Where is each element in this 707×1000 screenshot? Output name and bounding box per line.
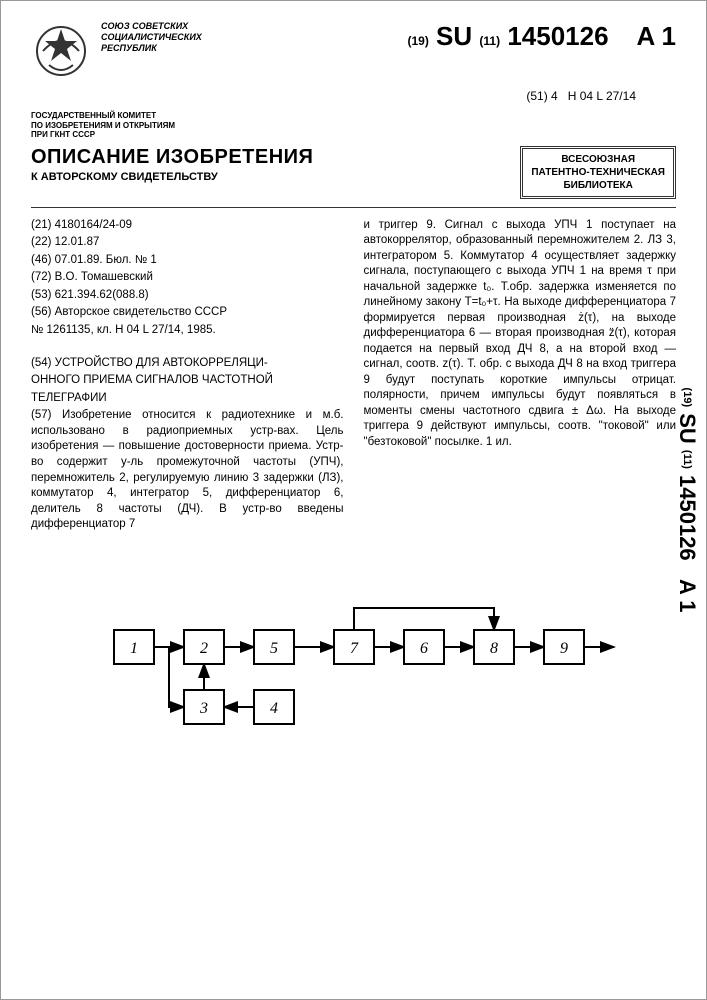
abstract-right: и триггер 9. Сигнал с выхода УПЧ 1 посту… bbox=[364, 218, 677, 451]
stamp-line1: ВСЕСОЮЗНАЯ bbox=[531, 153, 665, 166]
svg-text:5: 5 bbox=[270, 640, 278, 657]
title-row: ОПИСАНИЕ ИЗОБРЕТЕНИЯ К АВТОРСКОМУ СВИДЕТ… bbox=[31, 146, 676, 208]
left-column: (21) 4180164/24-09 (22) 12.01.87 (46) 07… bbox=[31, 218, 344, 535]
text-columns: (21) 4180164/24-09 (22) 12.01.87 (46) 07… bbox=[31, 218, 676, 535]
stamp-line2: ПАТЕНТНО-ТЕХНИЧЕСКАЯ bbox=[531, 166, 665, 179]
committee-line3: ПРИ ГКНТ СССР bbox=[31, 130, 676, 140]
pub-prefix: (19) bbox=[407, 34, 428, 48]
pub-11: (11) bbox=[479, 34, 500, 48]
side-num: 1450126 bbox=[675, 475, 700, 561]
svg-text:2: 2 bbox=[200, 640, 208, 657]
field-56a: (56) Авторское свидетельство СССР bbox=[31, 305, 344, 321]
union-line1: СОЮЗ СОВЕТСКИХ bbox=[101, 21, 231, 32]
sub-title: К АВТОРСКОМУ СВИДЕТЕЛЬСТВУ bbox=[31, 171, 313, 183]
header-row: СОЮЗ СОВЕТСКИХ СОЦИАЛИСТИЧЕСКИХ РЕСПУБЛИ… bbox=[31, 21, 676, 81]
field-21: (21) 4180164/24-09 bbox=[31, 218, 344, 234]
patent-page: СОЮЗ СОВЕТСКИХ СОЦИАЛИСТИЧЕСКИХ РЕСПУБЛИ… bbox=[0, 0, 707, 1000]
side-su: SU bbox=[675, 413, 700, 444]
svg-text:4: 4 bbox=[270, 700, 278, 717]
abstract-left: (57) Изобретение относится к радиотехник… bbox=[31, 408, 344, 532]
title-block: ОПИСАНИЕ ИЗОБРЕТЕНИЯ К АВТОРСКОМУ СВИДЕТ… bbox=[31, 146, 313, 183]
field-22: (22) 12.01.87 bbox=[31, 235, 344, 251]
side-prefix: (19) bbox=[681, 388, 693, 408]
side-11: (11) bbox=[681, 450, 693, 469]
side-publication-code: (19) SU (11) 1450126 A 1 bbox=[674, 388, 700, 613]
svg-text:6: 6 bbox=[420, 640, 428, 657]
svg-text:7: 7 bbox=[350, 640, 359, 657]
field-54b: ОННОГО ПРИЕМА СИГНАЛОВ ЧАСТОТНОЙ bbox=[31, 373, 344, 389]
union-text: СОЮЗ СОВЕТСКИХ СОЦИАЛИСТИЧЕСКИХ РЕСПУБЛИ… bbox=[101, 21, 231, 53]
ipc-prefix: (51) 4 bbox=[526, 89, 557, 103]
pub-su: SU bbox=[436, 21, 472, 51]
side-kind: A 1 bbox=[675, 579, 700, 612]
diagram-svg: 1 2 5 7 6 8 9 3 4 bbox=[84, 570, 624, 750]
main-title: ОПИСАНИЕ ИЗОБРЕТЕНИЯ bbox=[31, 146, 313, 169]
stamp-line3: БИБЛИОТЕКА bbox=[531, 179, 665, 192]
svg-text:8: 8 bbox=[490, 640, 498, 657]
field-46: (46) 07.01.89. Бюл. № 1 bbox=[31, 253, 344, 269]
field-53: (53) 621.394.62(088.8) bbox=[31, 288, 344, 304]
block-diagram: 1 2 5 7 6 8 9 3 4 bbox=[31, 570, 676, 750]
field-72: (72) В.О. Томашевский bbox=[31, 270, 344, 286]
svg-text:3: 3 bbox=[199, 700, 208, 717]
field-54a: (54) УСТРОЙСТВО ДЛЯ АВТОКОРРЕЛЯЦИ- bbox=[31, 356, 344, 372]
committee-line1: ГОСУДАРСТВЕННЫЙ КОМИТЕТ bbox=[31, 111, 676, 121]
library-stamp: ВСЕСОЮЗНАЯ ПАТЕНТНО-ТЕХНИЧЕСКАЯ БИБЛИОТЕ… bbox=[520, 146, 676, 199]
pub-kind: A 1 bbox=[637, 21, 677, 51]
committee-line2: ПО ИЗОБРЕТЕНИЯМ И ОТКРЫТИЯМ bbox=[31, 121, 676, 131]
ussr-emblem-icon bbox=[31, 21, 91, 81]
publication-number: (19) SU (11) 1450126 A 1 bbox=[231, 21, 676, 52]
ipc-classification: (51) 4 H 04 L 27/14 bbox=[31, 89, 676, 103]
svg-text:1: 1 bbox=[130, 640, 138, 657]
union-line2: СОЦИАЛИСТИЧЕСКИХ bbox=[101, 32, 231, 43]
svg-text:9: 9 bbox=[560, 640, 568, 657]
pub-num: 1450126 bbox=[507, 21, 608, 51]
committee-block: ГОСУДАРСТВЕННЫЙ КОМИТЕТ ПО ИЗОБРЕТЕНИЯМ … bbox=[31, 111, 676, 140]
union-line3: РЕСПУБЛИК bbox=[101, 43, 231, 54]
field-54c: ТЕЛЕГРАФИИ bbox=[31, 391, 344, 407]
right-column: и триггер 9. Сигнал с выхода УПЧ 1 посту… bbox=[364, 218, 677, 535]
field-56b: № 1261135, кл. H 04 L 27/14, 1985. bbox=[31, 323, 344, 339]
ipc-code: H 04 L 27/14 bbox=[568, 89, 636, 103]
